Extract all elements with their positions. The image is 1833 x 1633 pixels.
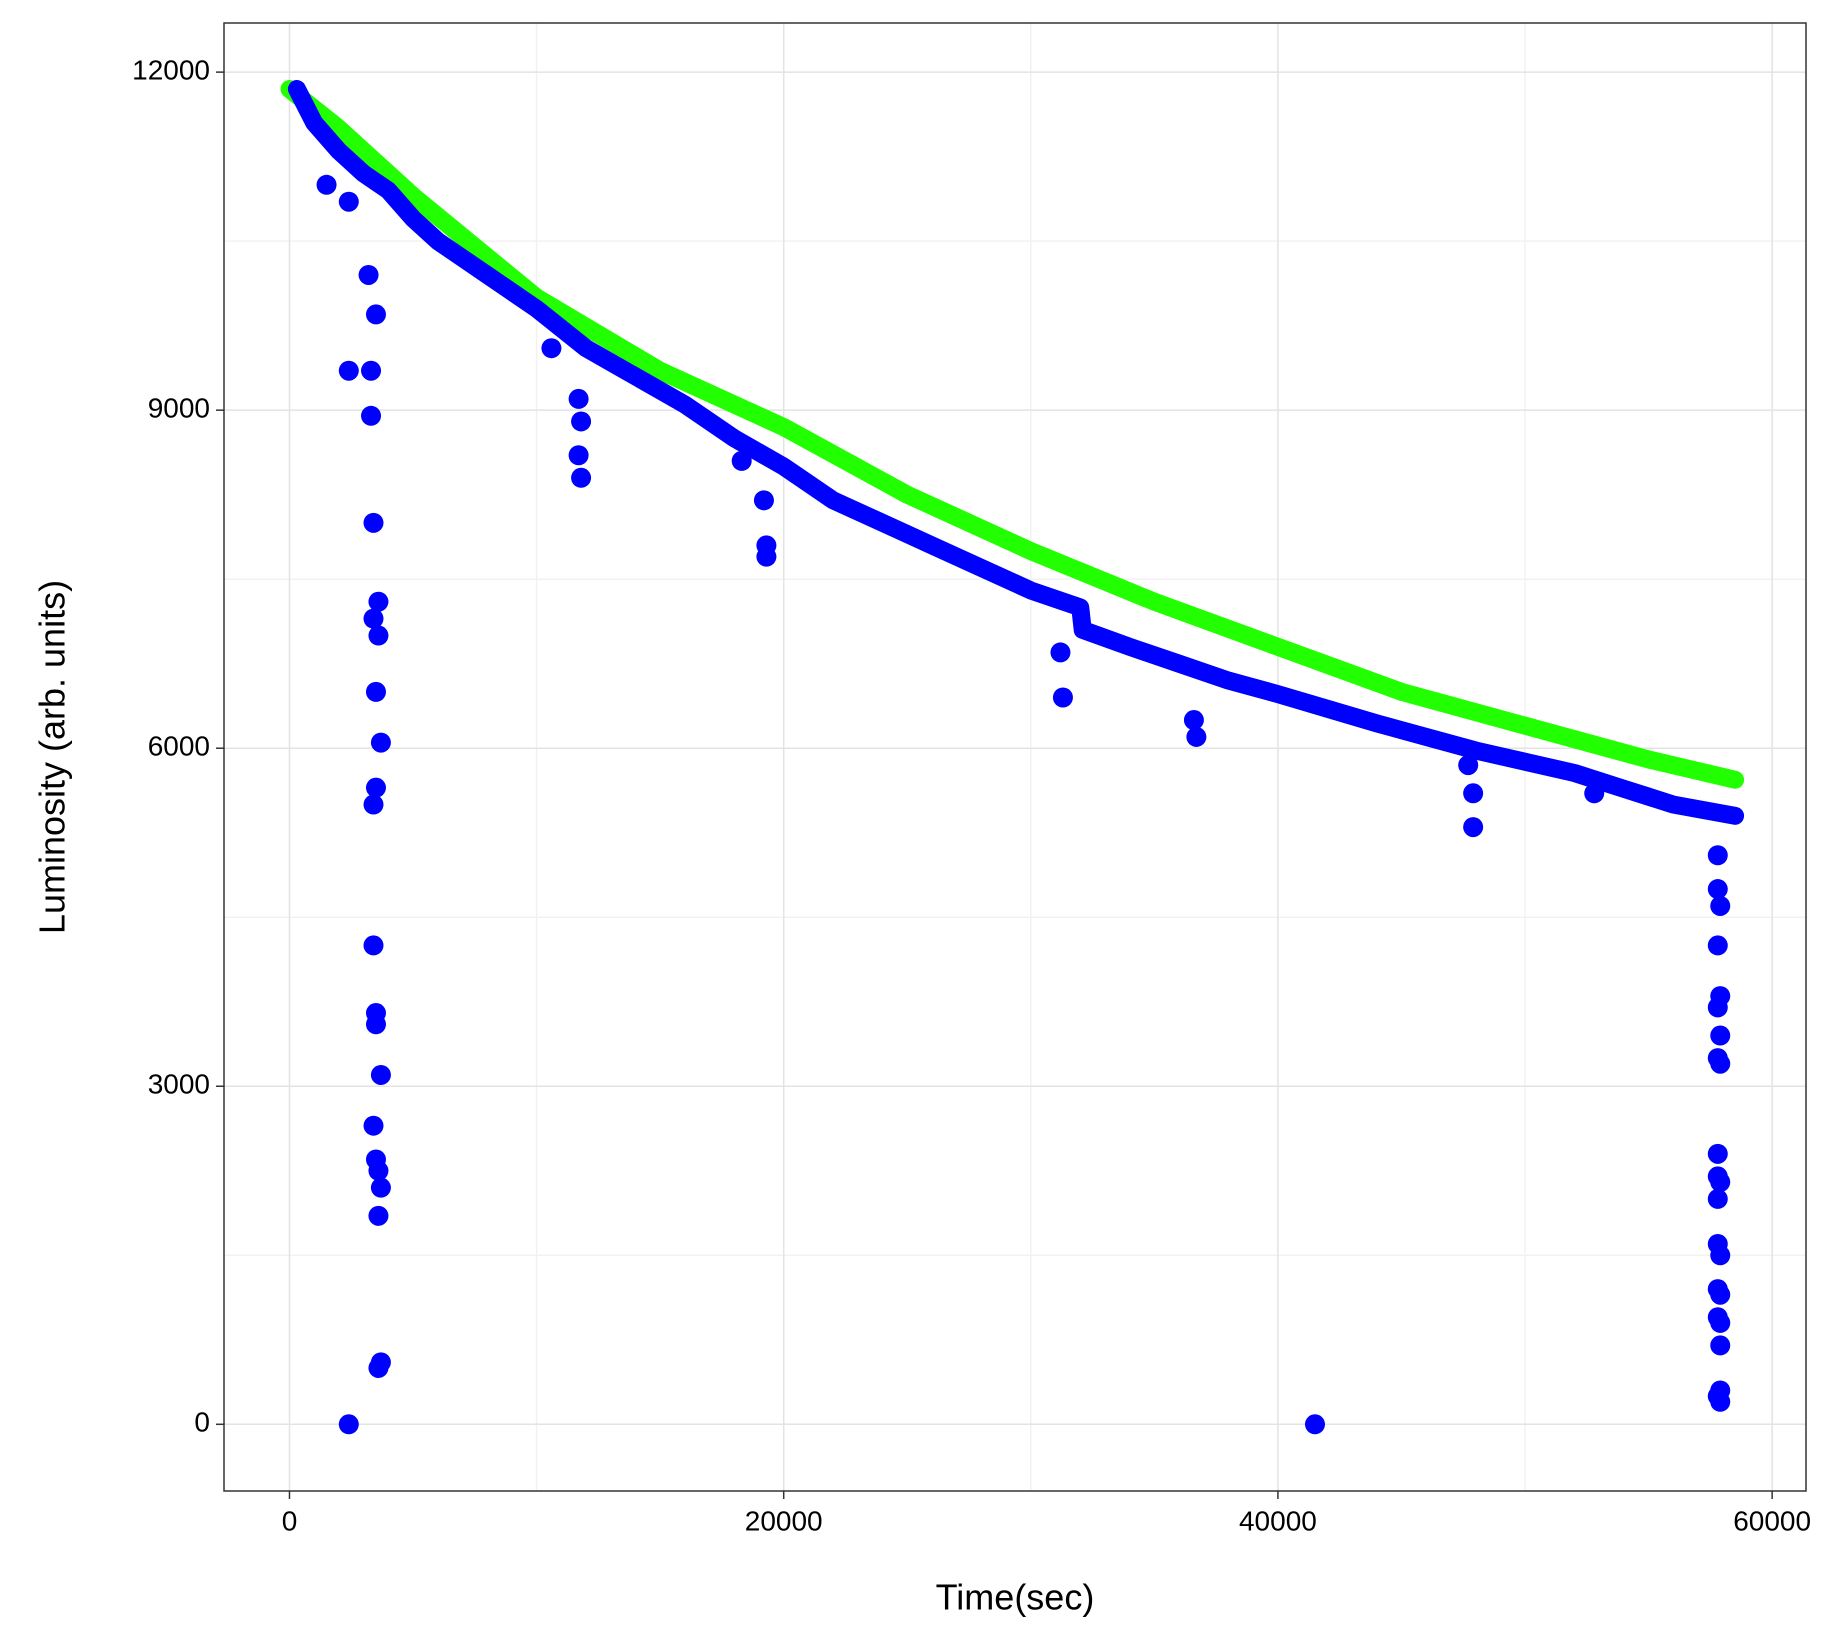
point: [365, 777, 386, 798]
point: [368, 591, 389, 612]
point: [1463, 817, 1484, 838]
x-tick-label: 60000: [1733, 1505, 1811, 1536]
y-tick-label: 9000: [148, 393, 210, 424]
series-line: [280, 80, 1745, 789]
point: [370, 1177, 391, 1198]
point: [541, 338, 562, 359]
point: [1052, 687, 1073, 708]
point: [756, 546, 777, 567]
plot-border: [223, 22, 1807, 1492]
y-tick-label: 0: [194, 1407, 210, 1438]
point: [1707, 1143, 1728, 1164]
point: [365, 1014, 386, 1035]
point: [1710, 1284, 1731, 1305]
point: [358, 264, 379, 285]
point: [338, 360, 359, 381]
point: [363, 935, 384, 956]
x-tick-label: 0: [282, 1505, 298, 1536]
point: [1710, 1245, 1731, 1266]
point: [571, 411, 592, 432]
x-axis-title: Time(sec): [936, 1577, 1095, 1618]
point: [363, 512, 384, 533]
point: [1707, 997, 1728, 1018]
point: [368, 1160, 389, 1181]
point: [363, 794, 384, 815]
point: [1710, 1172, 1731, 1193]
y-tick-label: 6000: [148, 731, 210, 762]
point: [365, 304, 386, 325]
point: [1707, 845, 1728, 866]
point: [1710, 1053, 1731, 1074]
point: [1458, 755, 1479, 776]
point: [338, 191, 359, 212]
point: [1584, 783, 1605, 804]
point: [1304, 1414, 1325, 1435]
y-axis-title: Luminosity (arb. units): [32, 580, 73, 934]
point: [731, 450, 752, 471]
point: [361, 360, 382, 381]
point: [361, 405, 382, 426]
point: [363, 608, 384, 629]
y-tick-label: 12000: [132, 55, 210, 86]
point: [368, 1205, 389, 1226]
point: [1707, 935, 1728, 956]
point: [1710, 1025, 1731, 1046]
point: [368, 625, 389, 646]
point: [1707, 1188, 1728, 1209]
point: [568, 388, 589, 409]
point: [363, 1115, 384, 1136]
point: [370, 732, 391, 753]
point: [316, 174, 337, 195]
x-tick-label: 40000: [1239, 1505, 1317, 1536]
point: [1463, 783, 1484, 804]
point: [1710, 1391, 1731, 1412]
point: [568, 445, 589, 466]
point: [338, 1414, 359, 1435]
x-tick-label: 20000: [745, 1505, 823, 1536]
point: [368, 1357, 389, 1378]
series-line: [287, 80, 1745, 825]
point: [1050, 642, 1071, 663]
point: [1710, 1335, 1731, 1356]
point: [1710, 1312, 1731, 1333]
point: [1710, 895, 1731, 916]
point: [571, 467, 592, 488]
point: [365, 681, 386, 702]
point: [1183, 710, 1204, 731]
point: [1707, 879, 1728, 900]
point: [1186, 726, 1207, 747]
point: [370, 1064, 391, 1085]
y-tick-label: 3000: [148, 1069, 210, 1100]
point: [753, 490, 774, 511]
